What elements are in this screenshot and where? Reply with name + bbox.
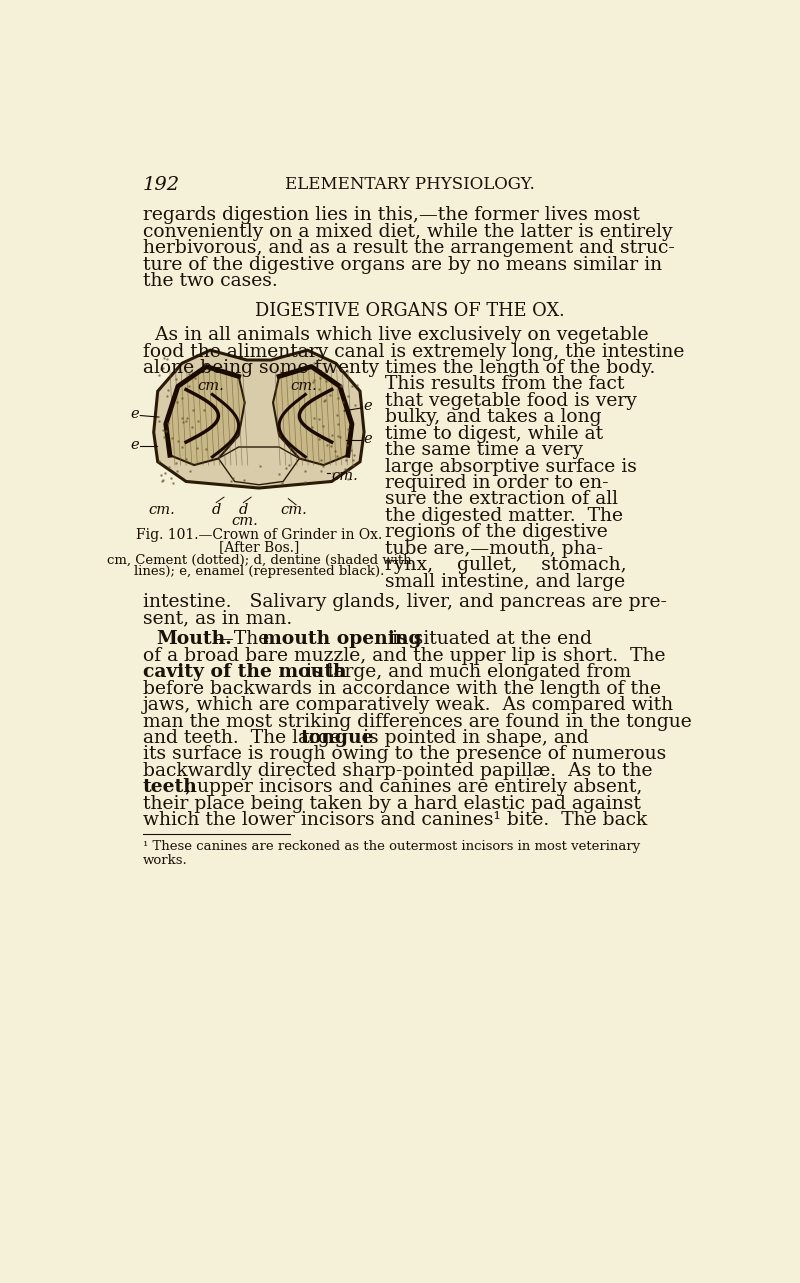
Polygon shape xyxy=(166,367,245,464)
Text: conveniently on a mixed diet, while the latter is entirely: conveniently on a mixed diet, while the … xyxy=(142,223,672,241)
Text: jaws, which are comparatively weak.  As compared with: jaws, which are comparatively weak. As c… xyxy=(142,697,674,715)
Text: e: e xyxy=(130,407,138,421)
Text: sure the extraction of all: sure the extraction of all xyxy=(386,490,618,508)
Text: which the lower incisors and canines¹ bite.  The back: which the lower incisors and canines¹ bi… xyxy=(142,811,647,829)
Text: herbivorous, and as a result the arrangement and struc-: herbivorous, and as a result the arrange… xyxy=(142,239,674,257)
Text: small intestine, and large: small intestine, and large xyxy=(386,572,626,590)
Text: d: d xyxy=(211,503,221,517)
Text: the two cases.: the two cases. xyxy=(142,272,278,290)
Text: This results from the fact: This results from the fact xyxy=(386,376,625,394)
Text: Mouth.: Mouth. xyxy=(157,630,232,648)
Text: cavity of the mouth: cavity of the mouth xyxy=(142,663,346,681)
Text: cm, Cement (dotted); d, dentine (shaded with: cm, Cement (dotted); d, dentine (shaded … xyxy=(106,554,411,567)
Text: rynx,    gullet,    stomach,: rynx, gullet, stomach, xyxy=(386,556,627,575)
Text: Fig. 101.—Crown of Grinder in Ox.: Fig. 101.—Crown of Grinder in Ox. xyxy=(136,527,382,541)
Text: , upper incisors and canines are entirely absent,: , upper incisors and canines are entirel… xyxy=(185,779,642,797)
Polygon shape xyxy=(273,367,352,464)
Text: the digested matter.  The: the digested matter. The xyxy=(386,507,623,525)
Text: —The: —The xyxy=(215,630,275,648)
Text: cm.: cm. xyxy=(331,470,358,484)
Polygon shape xyxy=(218,446,299,485)
Text: alone being some twenty times the length of the body.: alone being some twenty times the length… xyxy=(142,359,655,377)
Text: d: d xyxy=(238,503,248,517)
Text: that vegetable food is very: that vegetable food is very xyxy=(386,391,637,409)
Text: food the alimentary canal is extremely long, the intestine: food the alimentary canal is extremely l… xyxy=(142,343,684,361)
Text: bulky, and takes a long: bulky, and takes a long xyxy=(386,408,602,426)
Text: before backwards in accordance with the length of the: before backwards in accordance with the … xyxy=(142,680,661,698)
Text: cm.: cm. xyxy=(198,380,224,394)
Text: cm.: cm. xyxy=(290,380,318,394)
Text: As in all animals which live exclusively on vegetable: As in all animals which live exclusively… xyxy=(142,326,648,344)
Text: tongue: tongue xyxy=(301,729,374,747)
Text: cm.: cm. xyxy=(280,503,307,517)
Text: is situated at the end: is situated at the end xyxy=(386,630,592,648)
Text: e: e xyxy=(363,399,372,413)
Text: required in order to en-: required in order to en- xyxy=(386,473,609,493)
Text: works.: works. xyxy=(142,854,187,867)
Text: its surface is rough owing to the presence of numerous: its surface is rough owing to the presen… xyxy=(142,745,666,763)
Text: time to digest, while at: time to digest, while at xyxy=(386,425,603,443)
Text: teeth: teeth xyxy=(142,779,198,797)
Text: the same time a very: the same time a very xyxy=(386,441,583,459)
Text: e: e xyxy=(130,438,138,452)
Text: ture of the digestive organs are by no means similar in: ture of the digestive organs are by no m… xyxy=(142,255,662,273)
Text: and teeth.  The large: and teeth. The large xyxy=(142,729,346,747)
Text: [After Bos.]: [After Bos.] xyxy=(218,540,299,554)
Text: lines); e, enamel (represented black).: lines); e, enamel (represented black). xyxy=(134,565,384,577)
Text: cm.: cm. xyxy=(231,514,258,529)
Text: regards digestion lies in this,—the former lives most: regards digestion lies in this,—the form… xyxy=(142,207,639,225)
Text: large absorptive surface is: large absorptive surface is xyxy=(386,458,637,476)
Text: mouth opening: mouth opening xyxy=(262,630,422,648)
Text: tube are,—mouth, pha-: tube are,—mouth, pha- xyxy=(386,540,603,558)
Text: DIGESTIVE ORGANS OF THE OX.: DIGESTIVE ORGANS OF THE OX. xyxy=(255,302,565,319)
Text: 192: 192 xyxy=(142,176,180,194)
Text: regions of the digestive: regions of the digestive xyxy=(386,523,608,541)
Text: e: e xyxy=(363,431,372,445)
Text: man the most striking differences are found in the tongue: man the most striking differences are fo… xyxy=(142,712,691,730)
Text: sent, as in man.: sent, as in man. xyxy=(142,609,292,627)
Text: cm.: cm. xyxy=(148,503,175,517)
Polygon shape xyxy=(154,350,364,488)
Text: is pointed in shape, and: is pointed in shape, and xyxy=(358,729,590,747)
Text: their place being taken by a hard elastic pad against: their place being taken by a hard elasti… xyxy=(142,794,641,812)
Text: intestine.   Salivary glands, liver, and pancreas are pre-: intestine. Salivary glands, liver, and p… xyxy=(142,593,666,611)
Text: is large, and much elongated from: is large, and much elongated from xyxy=(301,663,631,681)
Text: of a broad bare muzzle, and the upper lip is short.  The: of a broad bare muzzle, and the upper li… xyxy=(142,647,665,665)
Text: backwardly directed sharp-pointed papillæ.  As to the: backwardly directed sharp-pointed papill… xyxy=(142,762,652,780)
Text: ¹ These canines are reckoned as the outermost incisors in most veterinary: ¹ These canines are reckoned as the oute… xyxy=(142,840,640,853)
Text: ELEMENTARY PHYSIOLOGY.: ELEMENTARY PHYSIOLOGY. xyxy=(285,176,535,192)
